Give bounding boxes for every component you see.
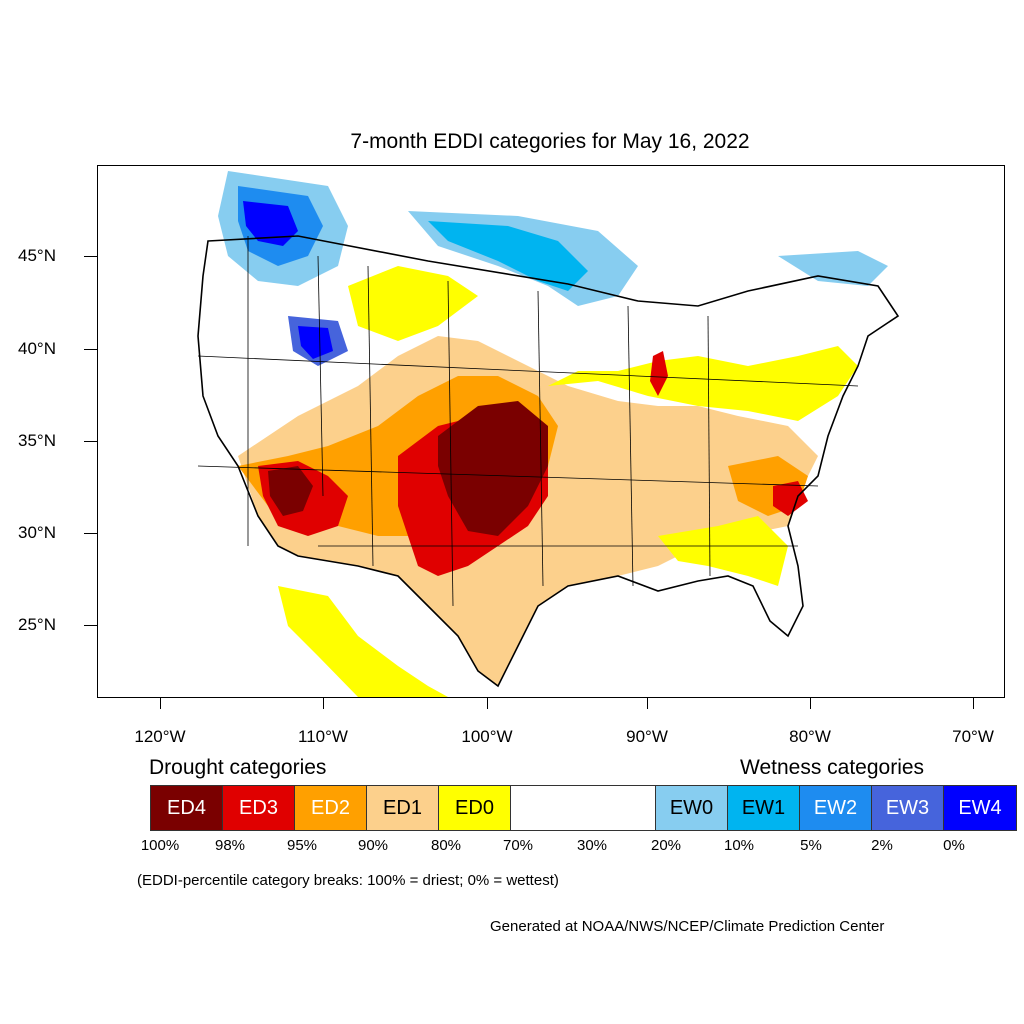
pct-label: 100% — [140, 837, 180, 854]
legend-ed4: ED4 — [151, 786, 223, 830]
map-title: 7-month EDDI categories for May 16, 2022 — [350, 130, 750, 153]
legend-ed0: ED0 — [439, 786, 511, 830]
legend-neutral — [511, 786, 656, 830]
ed0-south — [278, 586, 448, 697]
lon-label-100: 100°W — [461, 727, 513, 746]
pct-label: 70% — [502, 837, 534, 854]
lat-label-35: 35°N — [18, 431, 56, 450]
pct-label: 95% — [286, 837, 318, 854]
legend-ed3: ED3 — [223, 786, 295, 830]
legend-ew1: EW1 — [728, 786, 800, 830]
map-panel — [97, 165, 1005, 698]
ew0-northeast — [778, 251, 888, 286]
lat-tick — [84, 256, 97, 257]
category-breaks-note: (EDDI-percentile category breaks: 100% =… — [137, 872, 559, 889]
pct-label: 80% — [430, 837, 462, 854]
wetness-categories-title: Wetness categories — [740, 756, 925, 779]
lon-label-70: 70°W — [952, 727, 994, 746]
legend-ed2: ED2 — [295, 786, 367, 830]
lat-tick — [84, 625, 97, 626]
category-legend: ED4 ED3 ED2 ED1 ED0 EW0 EW1 EW2 EW3 EW4 — [150, 785, 1017, 831]
pct-label: 10% — [723, 837, 755, 854]
ed4-arizona — [268, 466, 313, 516]
lon-tick — [323, 697, 324, 709]
lon-label-120: 120°W — [134, 727, 186, 746]
lon-tick — [973, 697, 974, 709]
lat-label-45: 45°N — [18, 246, 56, 265]
legend-ed1: ED1 — [367, 786, 439, 830]
lat-label-40: 40°N — [18, 339, 56, 358]
lat-label-25: 25°N — [18, 615, 56, 634]
legend-ew4: EW4 — [944, 786, 1016, 830]
lat-tick — [84, 533, 97, 534]
ew1-northern-plains — [428, 221, 588, 291]
eddi-map — [197, 171, 900, 697]
ed4-plains — [438, 401, 548, 536]
ed0-north — [348, 266, 478, 341]
lon-tick — [487, 697, 488, 709]
lat-tick — [84, 349, 97, 350]
lon-label-90: 90°W — [626, 727, 668, 746]
pct-label: 2% — [871, 837, 893, 854]
ed3-carolina — [773, 481, 808, 516]
ed0-midwest — [548, 346, 858, 421]
ed3-michigan — [650, 351, 668, 396]
pct-label: 5% — [800, 837, 822, 854]
pct-label: 98% — [214, 837, 246, 854]
lat-label-30: 30°N — [18, 523, 56, 542]
legend-ew0: EW0 — [656, 786, 728, 830]
pct-label: 90% — [357, 837, 389, 854]
legend-ew3: EW3 — [872, 786, 944, 830]
drought-categories-title: Drought categories — [149, 756, 327, 779]
ew4-pacific-nw — [243, 201, 298, 246]
pct-label: 0% — [943, 837, 965, 854]
ew4-idaho — [298, 326, 333, 359]
lon-label-80: 80°W — [789, 727, 831, 746]
lon-tick — [647, 697, 648, 709]
lat-tick — [84, 441, 97, 442]
legend-ew2: EW2 — [800, 786, 872, 830]
pct-label: 20% — [650, 837, 682, 854]
ed0-southeast — [658, 516, 788, 586]
lon-tick — [160, 697, 161, 709]
coastline — [197, 235, 900, 688]
lon-label-110: 110°W — [298, 727, 348, 746]
state-borders — [197, 236, 859, 607]
credit-line: Generated at NOAA/NWS/NCEP/Climate Predi… — [490, 918, 885, 935]
lon-tick — [810, 697, 811, 709]
pct-label: 30% — [576, 837, 608, 854]
